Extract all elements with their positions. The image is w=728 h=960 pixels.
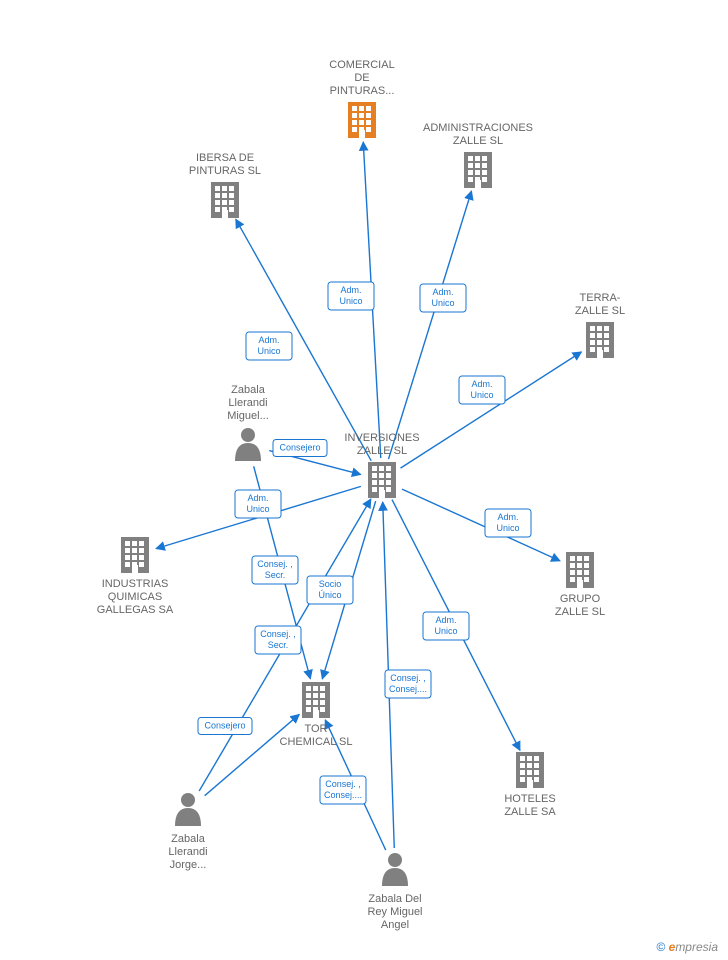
svg-text:Unico: Unico (431, 298, 454, 308)
svg-text:Secr.: Secr. (265, 570, 286, 580)
node-label: INVERSIONES (344, 432, 419, 444)
svg-text:Secr.: Secr. (268, 640, 289, 650)
node-label: ZALLE SA (504, 806, 556, 818)
svg-text:Consej. ,: Consej. , (325, 779, 361, 789)
building-icon (464, 152, 492, 188)
edge-label: Adm.Unico (459, 376, 505, 404)
edge-label: Adm.Unico (246, 332, 292, 360)
edge-label: SocioÚnico (307, 576, 353, 604)
edge-label: Adm.Unico (420, 284, 466, 312)
svg-text:Adm.: Adm. (258, 335, 279, 345)
node-label: ZALLE SL (575, 305, 625, 317)
node-label: Angel (381, 919, 409, 931)
svg-text:Unico: Unico (246, 504, 269, 514)
building-icon (368, 462, 396, 498)
building-icon (302, 682, 330, 718)
node-label: PINTURAS SL (189, 165, 261, 177)
person-icon (382, 853, 408, 886)
edge-label: Adm.Unico (328, 282, 374, 310)
node-label: Zabala (171, 833, 206, 845)
node-label: TERRA- (580, 292, 621, 304)
node-label: Zabala (231, 384, 266, 396)
node-label: INDUSTRIAS (102, 578, 169, 590)
svg-text:Adm.: Adm. (340, 285, 361, 295)
edge-label: Consej. ,Secr. (255, 626, 301, 654)
node-label: TOR (304, 723, 327, 735)
svg-text:Unico: Unico (496, 523, 519, 533)
edge (389, 191, 472, 459)
footer-brand: © empresia (656, 940, 718, 954)
node-label: GALLEGAS SA (97, 604, 174, 616)
building-icon (586, 322, 614, 358)
svg-text:Socio: Socio (319, 579, 342, 589)
node-label: Miguel... (227, 410, 269, 422)
svg-text:Adm.: Adm. (247, 493, 268, 503)
building-icon (121, 537, 149, 573)
svg-text:Consej. ,: Consej. , (260, 629, 296, 639)
node-label: ZALLE SL (357, 445, 407, 457)
edge (402, 489, 560, 561)
node-label: Zabala Del (368, 893, 421, 905)
edge-label: Consejero (273, 440, 327, 457)
node-label: DE (354, 72, 369, 84)
node-label: COMERCIAL (329, 59, 394, 71)
svg-text:Unico: Unico (434, 626, 457, 636)
svg-text:Unico: Unico (470, 390, 493, 400)
person-icon (235, 428, 261, 461)
svg-text:Consej. ,: Consej. , (390, 673, 426, 683)
node-label: Llerandi (228, 397, 267, 409)
edge-label: Adm.Unico (485, 509, 531, 537)
node-label: GRUPO (560, 593, 601, 605)
edge-label: Consej. ,Consej.... (320, 776, 366, 804)
edge-label: Adm.Unico (235, 490, 281, 518)
svg-text:Consej....: Consej.... (389, 684, 427, 694)
edge-label: Adm.Unico (423, 612, 469, 640)
building-icon (516, 752, 544, 788)
svg-text:Adm.: Adm. (435, 615, 456, 625)
edge-label: Consejero (198, 718, 252, 735)
svg-text:Adm.: Adm. (471, 379, 492, 389)
person-icon (175, 793, 201, 826)
building-icon (566, 552, 594, 588)
building-icon (348, 102, 376, 138)
svg-text:Consejero: Consejero (204, 721, 245, 731)
svg-text:Adm.: Adm. (497, 512, 518, 522)
node-label: Llerandi (168, 846, 207, 858)
node-label: ZALLE SL (555, 606, 605, 618)
svg-text:Unico: Unico (257, 346, 280, 356)
edge-label: Consej. ,Secr. (252, 556, 298, 584)
svg-text:Consej. ,: Consej. , (257, 559, 293, 569)
network-diagram: Adm.UnicoAdm.UnicoAdm.UnicoAdm.UnicoAdm.… (0, 0, 728, 960)
node-label: Jorge... (170, 859, 207, 871)
svg-text:Único: Único (318, 590, 341, 600)
node-label: HOTELES (504, 793, 555, 805)
edge-label: Consej. ,Consej.... (385, 670, 431, 698)
node-label: Rey Miguel (367, 906, 422, 918)
node-label: IBERSA DE (196, 152, 254, 164)
node-label: QUIMICAS (108, 591, 162, 603)
node-label: ZALLE SL (453, 135, 503, 147)
svg-text:Consejero: Consejero (279, 443, 320, 453)
svg-text:Unico: Unico (339, 296, 362, 306)
edge (401, 352, 582, 468)
node-label: CHEMICAL SL (280, 736, 353, 748)
node-label: ADMINISTRACIONES (423, 122, 533, 134)
node-label: PINTURAS... (330, 85, 395, 97)
svg-text:Consej....: Consej.... (324, 790, 362, 800)
building-icon (211, 182, 239, 218)
svg-text:Adm.: Adm. (432, 287, 453, 297)
